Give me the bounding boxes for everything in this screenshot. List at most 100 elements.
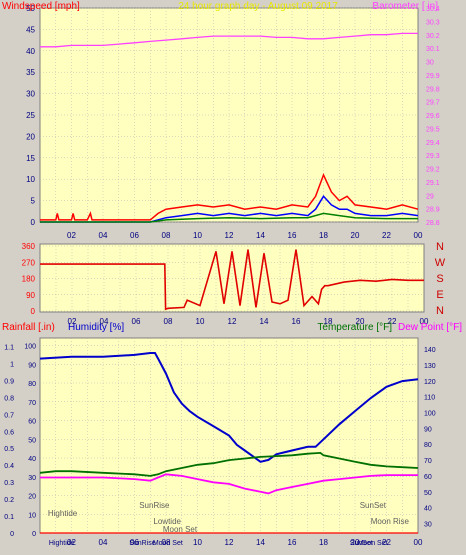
x-tick-label: 20 — [351, 538, 360, 547]
rain-tick-label: 0.8 — [4, 395, 14, 402]
windspeed-tick-label: 50 — [26, 4, 35, 13]
windspeed-tick-label: 40 — [26, 47, 35, 56]
temperature-tick-label: 40 — [424, 506, 432, 513]
rainfall-axis-label: Rainfall [.in) — [2, 322, 55, 333]
barometer-tick-label: 29.5 — [426, 126, 440, 133]
windspeed-tick-label: 0 — [31, 218, 36, 227]
dewpoint-axis-label: Dew Point [°F] — [398, 322, 462, 333]
windspeed-tick-label: 20 — [26, 132, 35, 141]
x-tick-label: 06 — [130, 231, 139, 240]
temperature-tick-label: 130 — [424, 363, 436, 370]
temperature-line — [39, 451, 419, 477]
temperature-axis: 30 40 50 60 70 80 90 100 110 120 130 140 — [424, 347, 436, 528]
x-tick-label: 04 — [99, 538, 108, 547]
barometer-tick-label: 29.9 — [426, 73, 440, 80]
astro-annotation: SunSet — [360, 501, 387, 510]
compass-label: S — [436, 273, 443, 285]
x-tick-label: 00 — [414, 231, 423, 240]
x-tick-label: 00 — [414, 538, 423, 547]
x-tick-label: 22 — [382, 538, 391, 547]
humidity-tick-label: 90 — [28, 362, 36, 369]
barometer-tick-label: 30 — [426, 60, 434, 67]
temperature-tick-label: 60 — [424, 474, 432, 481]
x-tick-label: 10 — [193, 231, 202, 240]
barometer-tick-label: 28.9 — [426, 207, 440, 214]
barometer-line — [40, 32, 418, 48]
barometer-tick-label: 29.2 — [426, 167, 440, 174]
astro-bottom-label: Hightide — [49, 540, 75, 547]
barometer-tick-label: 30.1 — [426, 46, 440, 53]
humidity-temperature-panel: 0 0.1 0.2 0.3 0.4 0.5 0.6 0.7 0.8 0.9 1 1.1 0 10 20 30… — [2, 322, 462, 547]
rain-tick-label: 0.2 — [4, 497, 14, 504]
rain-axis: 0 0.1 0.2 0.3 0.4 0.5 0.6 0.7 0.8 0.9 1 1.1 — [4, 344, 14, 538]
barometer-tick-label: 30.3 — [426, 19, 440, 26]
x-tick-label: 06 — [130, 538, 139, 547]
astro-annotation: Hightide — [48, 509, 78, 518]
wind-gust-line — [40, 172, 419, 221]
temperature-axis-label: Temperature [°F] — [317, 322, 392, 333]
x-tick-label: 10 — [193, 538, 202, 547]
x-tick-label: 08 — [162, 538, 171, 547]
humidity-series — [39, 352, 419, 534]
dewpoint-line — [40, 473, 418, 495]
humidity-tick-label: 10 — [28, 512, 36, 519]
direction-series — [40, 249, 424, 311]
rain-tick-label: 0.1 — [4, 514, 14, 521]
windspeed-tick-label: 25 — [26, 111, 35, 120]
barometer-tick-label: 28.8 — [426, 220, 440, 227]
wind-grid — [40, 7, 418, 223]
temperature-tick-label: 90 — [424, 426, 432, 433]
x-tick-label: 16 — [288, 538, 297, 547]
rain-tick-label: 0.9 — [4, 378, 14, 385]
barometer-tick-label: 29.4 — [426, 140, 440, 147]
barometer-tick-label: 29.7 — [426, 100, 440, 107]
wind-average-line — [40, 212, 418, 223]
rain-tick-label: 1 — [10, 361, 14, 368]
direction-tick-label: 360 — [22, 242, 36, 251]
x-tick-label: 08 — [162, 231, 171, 240]
x-tick-label: 02 — [68, 317, 77, 326]
x-tick-label: 02 — [67, 231, 76, 240]
humidity-tick-label: 20 — [28, 494, 36, 501]
x-tick-label: 16 — [288, 231, 297, 240]
astro-bottom-label: SunRise — [129, 540, 156, 547]
windspeed-line — [40, 195, 419, 223]
humidity-tick-label: 60 — [28, 419, 36, 426]
direction-tick-label: 270 — [22, 258, 36, 267]
wind-x-axis: 02 04 06 08 10 12 14 16 18 20 22 00 — [67, 231, 423, 240]
direction-x-axis: 02 04 06 08 10 12 14 16 18 20 22 00 — [68, 317, 429, 326]
direction-tick-label: 180 — [22, 275, 36, 284]
rain-tick-label: 1.1 — [4, 344, 14, 351]
x-tick-label: 14 — [256, 538, 265, 547]
x-tick-label: 16 — [292, 317, 301, 326]
barometer-tick-label: 29.3 — [426, 153, 440, 160]
temperature-tick-label: 120 — [424, 379, 436, 386]
humidity-tick-label: 70 — [28, 400, 36, 407]
compass-label: W — [435, 257, 446, 269]
wind-right-axis: 28.8 28.9 29 29.1 29.2 29.3 29.4 29.5 29.6 29.7 29… — [426, 6, 440, 227]
humidity-tick-label: 0 — [32, 531, 36, 538]
barometer-axis-label: Barometer [ in] — [372, 1, 438, 12]
temperature-tick-label: 100 — [424, 411, 436, 418]
wind-direction-line — [40, 249, 424, 311]
temperature-tick-label: 140 — [424, 347, 436, 354]
astro-annotation: Moon Set — [163, 525, 198, 534]
x-tick-label: 14 — [256, 231, 265, 240]
windspeed-tick-label: 5 — [31, 197, 36, 206]
x-tick-label: 06 — [132, 317, 141, 326]
rain-tick-label: 0.7 — [4, 412, 14, 419]
direction-left-axis: 0 90 180 270 360 — [22, 242, 36, 316]
compass-label: N — [436, 305, 444, 317]
astro-bottom-label: Moon Set — [358, 540, 388, 547]
temperature-tick-label: 50 — [424, 490, 432, 497]
compass-label: E — [436, 289, 443, 301]
x-tick-label: 18 — [319, 538, 328, 547]
humidity-line — [39, 352, 419, 463]
wind-left-axis: 0 5 10 15 20 25 30 35 40 45 50 — [26, 4, 35, 227]
x-tick-label: 02 — [67, 538, 76, 547]
x-tick-label: 20 — [351, 231, 360, 240]
humidity-tick-label: 100 — [24, 344, 36, 351]
